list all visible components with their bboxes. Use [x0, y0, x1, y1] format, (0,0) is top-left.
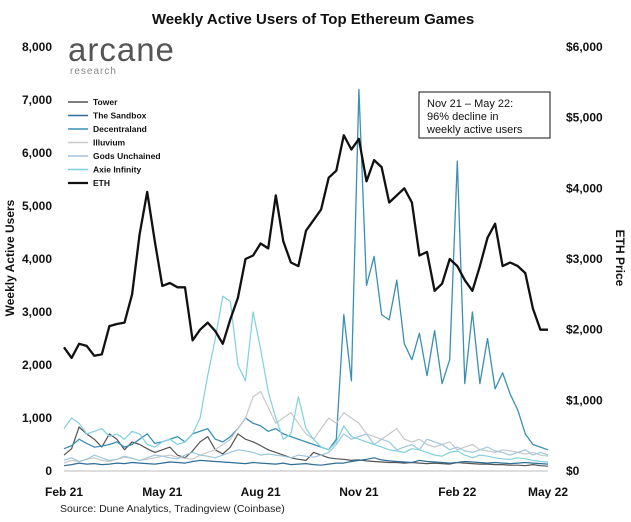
y-axis-left: 0 1,000 2,000 3,000 4,000 5,000 6,000 7,000 8,00…	[22, 40, 52, 478]
y-tick-label-left: 2,000	[22, 358, 52, 372]
logo-name: arcane	[68, 31, 175, 68]
logo-subtitle: research	[70, 66, 117, 77]
legend-label-the-sandbox: The Sandbox	[93, 111, 147, 121]
legend-label-decentraland: Decentraland	[93, 124, 147, 134]
series-line-gods-unchained	[63, 433, 549, 463]
brand-logo: arcane research	[68, 31, 175, 77]
x-tick-label: Aug 21	[241, 485, 281, 499]
y-axis-left-label: Weekly Active Users	[3, 199, 17, 316]
series-line-tower	[63, 426, 549, 467]
y-tick-label-left: 5,000	[22, 199, 52, 213]
series-line-the-sandbox	[63, 457, 549, 467]
y-tick-label-right: $4,000	[566, 181, 603, 195]
y-tick-label-left: 3,000	[22, 305, 52, 319]
x-tick-label: May 22	[528, 485, 568, 499]
legend: Tower The Sandbox Decentraland Illuvium Gods…	[68, 97, 161, 188]
y-axis-right-label: ETH Price	[613, 230, 627, 287]
y-axis-right: $0 $1,000 $2,000 $3,000 $4,000 $5,000 $6,000	[566, 40, 603, 478]
legend-label-axie-infinity: Axie Infinity	[93, 165, 141, 175]
chart-title: Weekly Active Users of Top Ethereum Game…	[152, 11, 474, 28]
legend-label-tower: Tower	[93, 97, 118, 107]
x-tick-label: May 21	[142, 485, 182, 499]
series-line-illuvium	[63, 390, 549, 464]
legend-label-illuvium: Illuvium	[93, 138, 126, 148]
series-group	[63, 88, 549, 467]
y-tick-label-right: $1,000	[566, 393, 603, 407]
y-tick-label-right: $6,000	[566, 40, 603, 54]
x-axis: Feb 21 May 21 Aug 21 Nov 21 Feb 22 May 22	[45, 485, 568, 499]
annotation-line-2: 96% decline in	[427, 111, 499, 123]
y-tick-label-left: 0	[45, 464, 52, 478]
y-tick-label-right: $5,000	[566, 111, 603, 125]
x-tick-label: Feb 22	[438, 485, 476, 499]
y-tick-label-left: 4,000	[22, 252, 52, 266]
series-line-eth	[63, 134, 548, 360]
annotation-line-1: Nov 21 – May 22:	[427, 98, 513, 110]
annotation-line-3: weekly active users	[426, 124, 523, 136]
legend-label-gods-unchained: Gods Unchained	[93, 151, 161, 161]
y-tick-label-left: 1,000	[22, 411, 52, 425]
y-tick-label-right: $2,000	[566, 323, 603, 337]
source-note: Source: Dune Analytics, Tradingview (Coi…	[60, 503, 285, 515]
y-tick-label-left: 8,000	[22, 40, 52, 54]
y-tick-label-left: 6,000	[22, 146, 52, 160]
series-line-axie-infinity	[63, 295, 549, 463]
x-tick-label: Nov 21	[339, 485, 379, 499]
y-tick-label-left: 7,000	[22, 93, 52, 107]
series-line-decentraland	[63, 88, 549, 451]
y-tick-label-right: $3,000	[566, 252, 603, 266]
y-tick-label-right: $0	[566, 464, 580, 478]
x-tick-label: Feb 21	[45, 485, 83, 499]
legend-label-eth: ETH	[93, 178, 110, 188]
annotation-box: Nov 21 – May 22: 96% decline in weekly a…	[418, 91, 551, 139]
